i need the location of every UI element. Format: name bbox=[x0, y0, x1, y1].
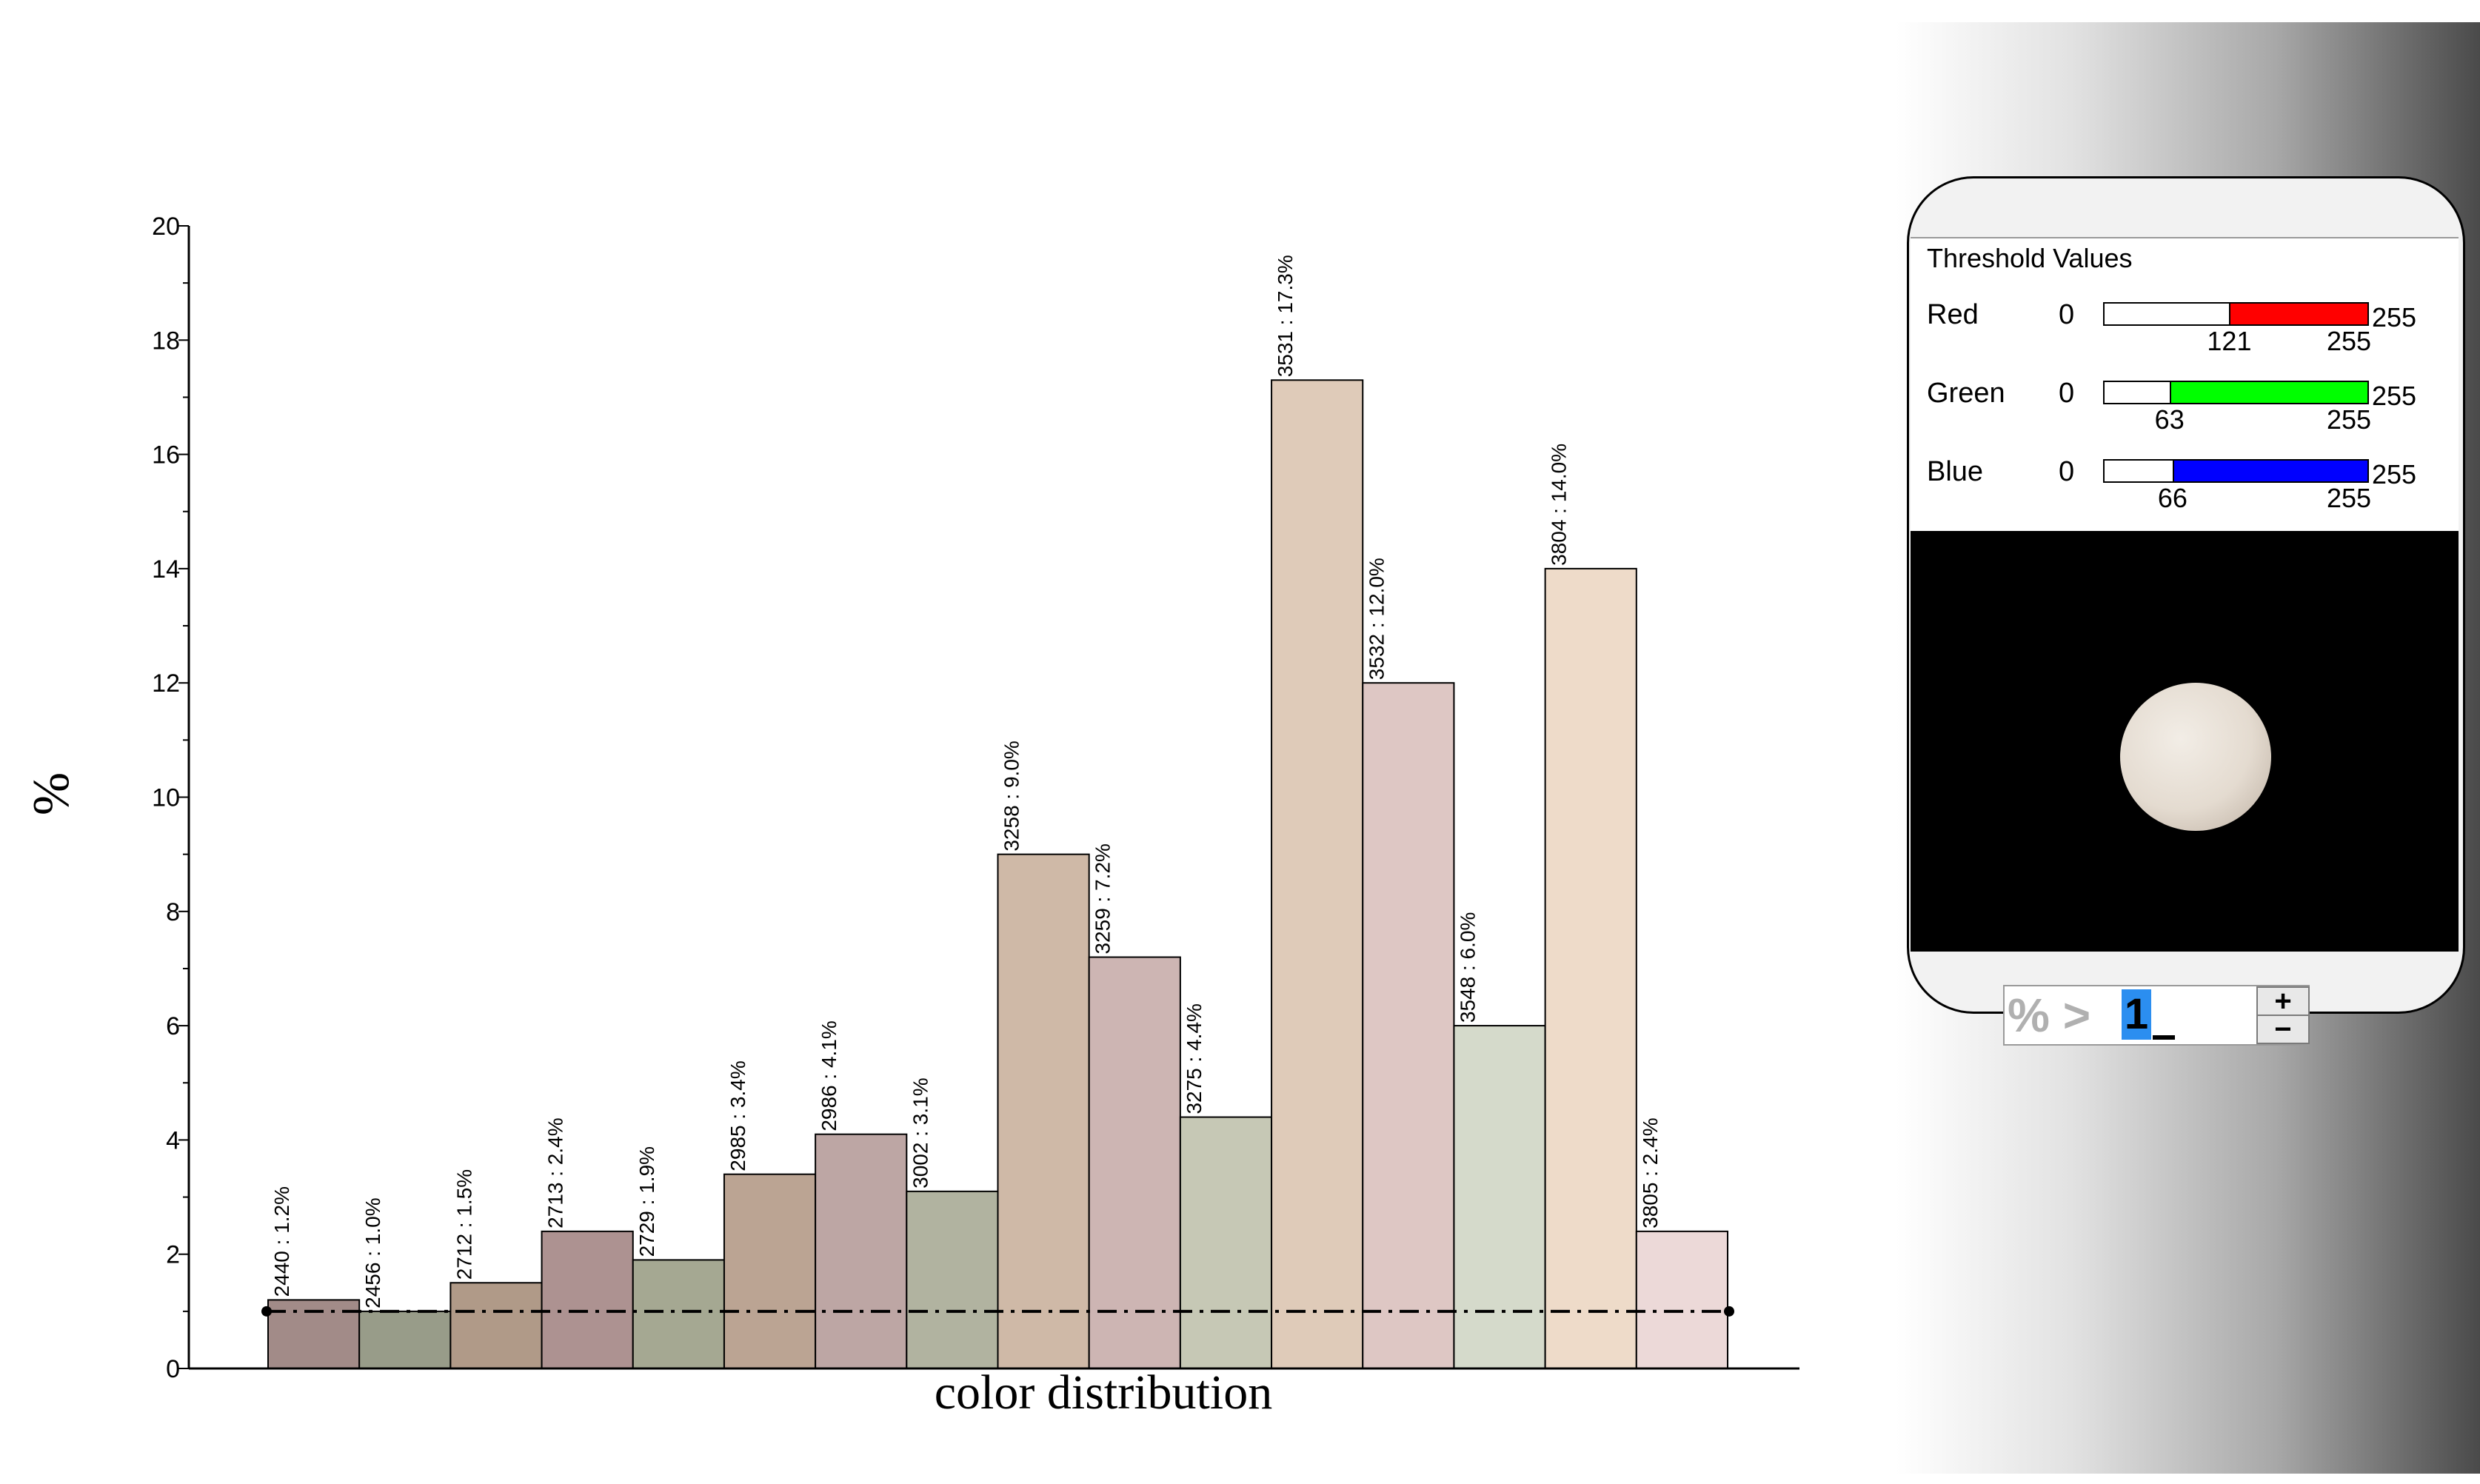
threshold-endpoint bbox=[1724, 1306, 1734, 1317]
y-axis-title: % bbox=[23, 772, 80, 815]
green-low-value: 63 bbox=[2154, 404, 2185, 435]
bar-label: 2986 : 4.1% bbox=[818, 1020, 840, 1131]
y-tick-label: 0 bbox=[166, 1355, 180, 1383]
red-range-slider[interactable] bbox=[2103, 302, 2369, 326]
threshold-values-box: Threshold Values Red 0 255 121 255 Green… bbox=[1911, 237, 2459, 532]
bar-label: 3259 : 7.2% bbox=[1092, 843, 1114, 954]
y-tick-label: 20 bbox=[152, 213, 180, 241]
channel-row-blue: Blue 0 255 66 255 bbox=[1911, 456, 2459, 530]
bar-labels: 2440 : 1.2% 2456 : 1.0% 2712 : 1.5% 2713 : … bbox=[270, 255, 1662, 1308]
bar bbox=[1453, 1025, 1546, 1369]
blue-range-fill bbox=[2172, 461, 2367, 481]
y-tick-label: 2 bbox=[166, 1241, 180, 1269]
green-range-fill bbox=[2169, 382, 2367, 403]
blue-range-slider[interactable] bbox=[2103, 459, 2369, 483]
bar bbox=[997, 853, 1090, 1369]
channel-row-green: Green 0 255 63 255 bbox=[1911, 378, 2459, 452]
bar-label: 2713 : 2.4% bbox=[544, 1117, 567, 1228]
blue-low-value: 66 bbox=[2157, 483, 2187, 513]
bar bbox=[1088, 956, 1181, 1369]
bar bbox=[358, 1310, 452, 1369]
bar bbox=[1362, 682, 1455, 1369]
channel-name: Red bbox=[1927, 299, 1979, 330]
bar-label: 2456 : 1.0% bbox=[361, 1197, 384, 1308]
red-low-value: 121 bbox=[2207, 326, 2252, 356]
bar-chart: 0 2 4 6 8 10 12 14 16 18 20 2440 : 1.2% 2456 : 1.0%… bbox=[23, 213, 1799, 1420]
y-tick-label: 8 bbox=[166, 898, 180, 926]
channel-min: 0 bbox=[2059, 378, 2075, 409]
threshold-line bbox=[261, 1306, 1734, 1317]
channel-min: 0 bbox=[2059, 456, 2075, 487]
bar bbox=[723, 1173, 817, 1369]
y-tick-label: 6 bbox=[166, 1012, 180, 1040]
text-cursor bbox=[2153, 1035, 2175, 1040]
bar-label: 2712 : 1.5% bbox=[452, 1169, 475, 1280]
bar-label: 3548 : 6.0% bbox=[1456, 912, 1479, 1023]
y-tick-label: 16 bbox=[152, 441, 180, 469]
bar bbox=[1179, 1116, 1273, 1370]
red-high-value: 255 bbox=[2326, 326, 2372, 356]
channel-min: 0 bbox=[2059, 299, 2075, 330]
bar bbox=[1544, 567, 1637, 1369]
channel-max: 255 bbox=[2372, 459, 2417, 489]
y-tick-label: 12 bbox=[152, 669, 180, 698]
bar bbox=[632, 1259, 725, 1370]
bar bbox=[906, 1190, 999, 1369]
bar bbox=[449, 1282, 543, 1370]
bar-label: 2985 : 3.4% bbox=[726, 1060, 749, 1171]
percent-input[interactable]: 1 bbox=[2122, 989, 2151, 1040]
bar bbox=[1271, 379, 1364, 1369]
bar-label: 3258 : 9.0% bbox=[1000, 741, 1023, 851]
bar bbox=[541, 1230, 634, 1369]
channel-name: Green bbox=[1927, 378, 2005, 409]
bar-label: 3532 : 12.0% bbox=[1365, 558, 1388, 680]
decrement-button[interactable]: − bbox=[2256, 1015, 2310, 1044]
channel-name: Blue bbox=[1927, 456, 1984, 487]
bar-label: 2440 : 1.2% bbox=[270, 1186, 293, 1297]
bar-label: 3531 : 17.3% bbox=[1274, 255, 1297, 377]
sample-pellet bbox=[2120, 683, 2271, 831]
threshold-title: Threshold Values bbox=[1927, 243, 2133, 273]
y-tick-label: 14 bbox=[152, 555, 180, 584]
bar-label: 3002 : 3.1% bbox=[909, 1077, 932, 1188]
green-range-slider[interactable] bbox=[2103, 381, 2369, 404]
percent-prefix: % > bbox=[2008, 989, 2091, 1042]
percent-filter-control: % > 1 + − bbox=[2003, 985, 2310, 1046]
y-tick-label: 18 bbox=[152, 327, 180, 355]
bar-label: 3804 : 14.0% bbox=[1548, 444, 1571, 566]
green-high-value: 255 bbox=[2326, 404, 2372, 435]
channel-max: 255 bbox=[2372, 381, 2417, 411]
increment-button[interactable]: + bbox=[2256, 986, 2310, 1016]
bar-label: 3805 : 2.4% bbox=[1639, 1117, 1662, 1228]
red-range-fill bbox=[2229, 304, 2367, 324]
bar bbox=[1635, 1230, 1728, 1369]
y-axis-ticks: 0 2 4 6 8 10 12 14 16 18 20 bbox=[152, 213, 189, 1383]
channel-row-red: Red 0 255 121 255 bbox=[1911, 299, 2459, 373]
channel-max: 255 bbox=[2372, 302, 2417, 332]
bar-label: 2729 : 1.9% bbox=[635, 1146, 658, 1257]
threshold-endpoint bbox=[261, 1306, 272, 1317]
x-axis-title: color distribution bbox=[935, 1366, 1272, 1420]
bar-label: 3275 : 4.4% bbox=[1183, 1003, 1206, 1114]
blue-high-value: 255 bbox=[2326, 483, 2372, 513]
y-tick-label: 10 bbox=[152, 784, 180, 812]
threshold-preview-image bbox=[1911, 531, 2459, 952]
bars bbox=[267, 379, 1728, 1370]
bar bbox=[815, 1133, 908, 1370]
y-tick-label: 4 bbox=[166, 1126, 180, 1154]
